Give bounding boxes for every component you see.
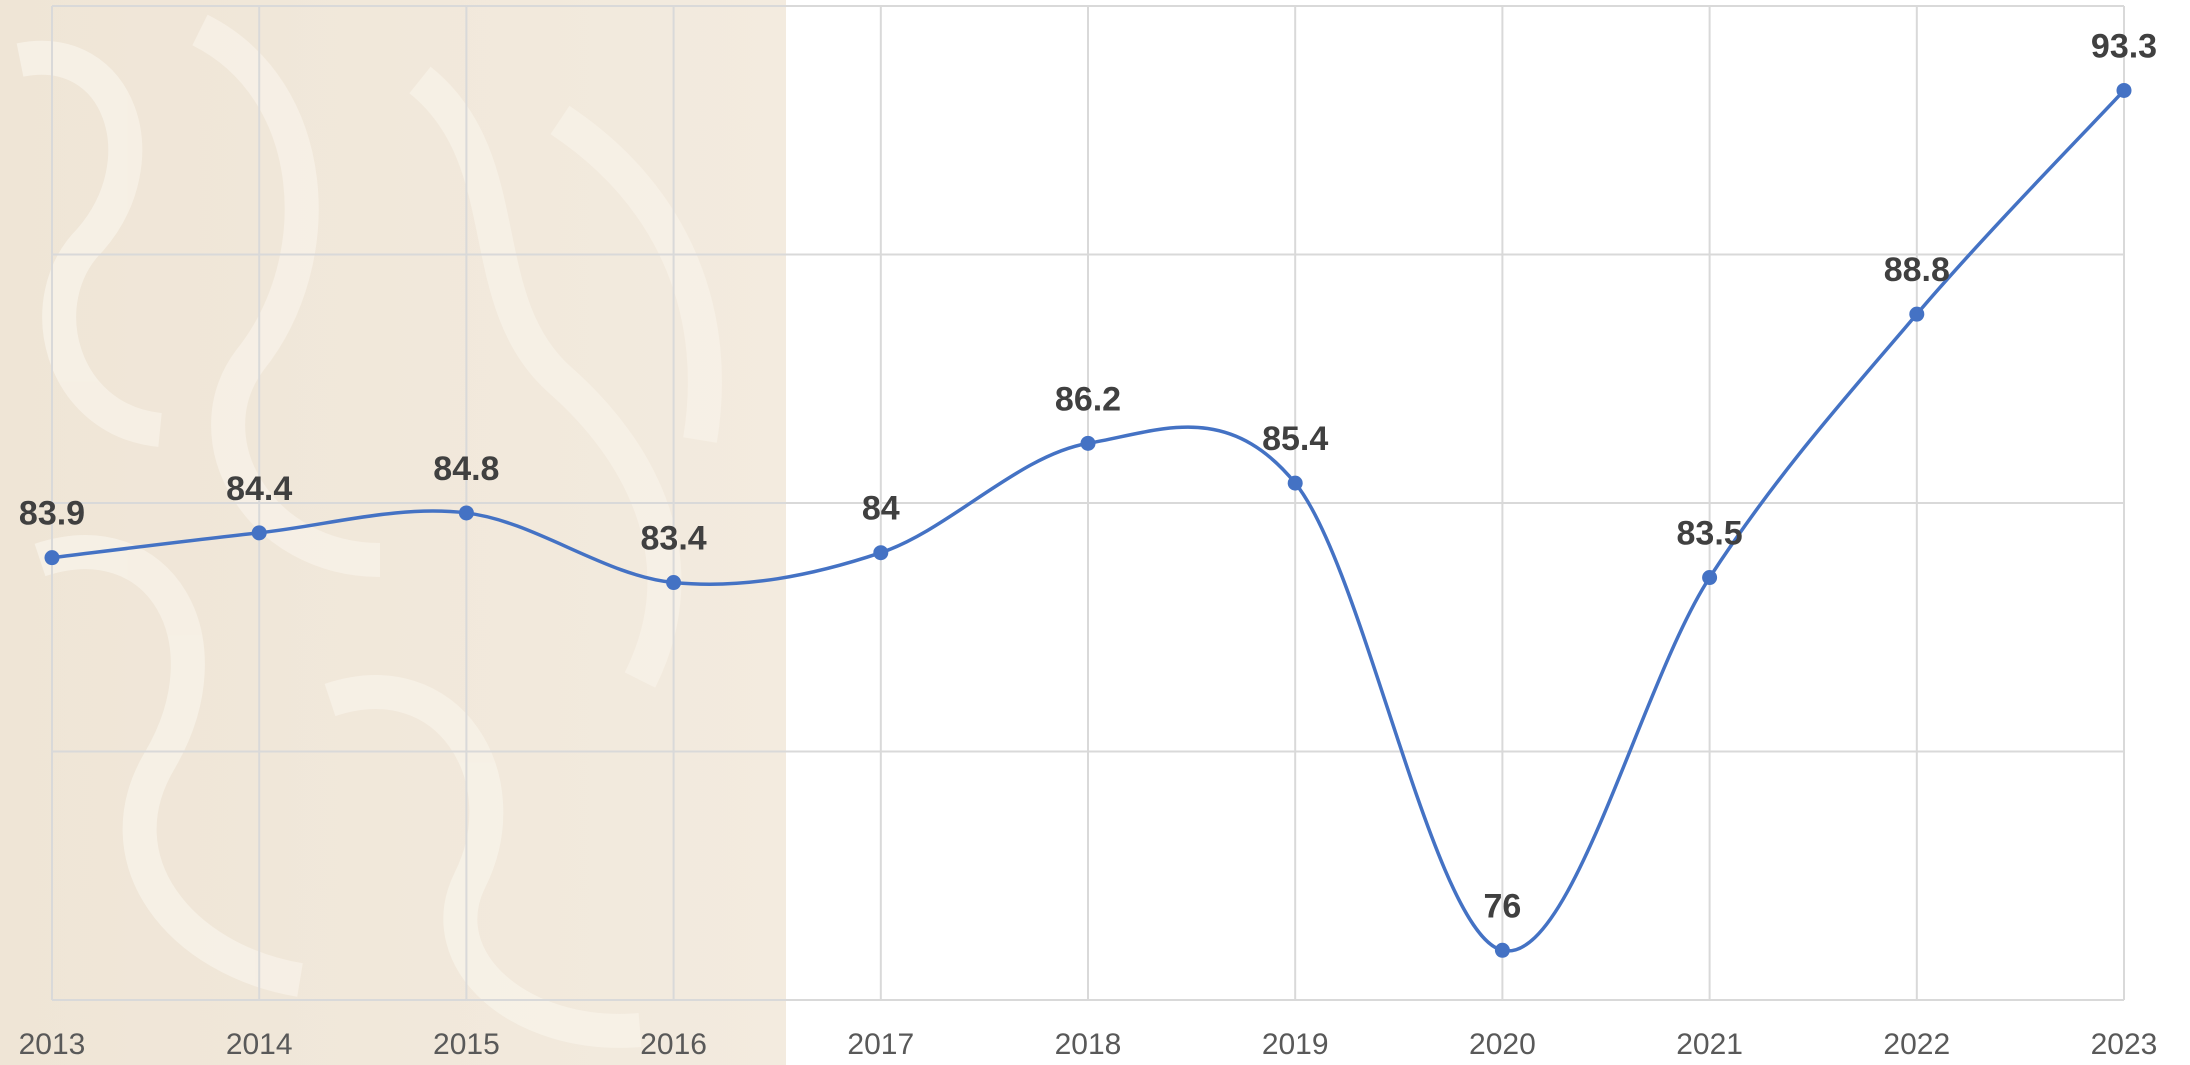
data-point: [1702, 570, 1718, 586]
data-label: 86.2: [1055, 380, 1121, 418]
x-tick-label: 2017: [847, 1028, 914, 1061]
x-tick-label: 2020: [1469, 1028, 1536, 1061]
data-label: 84.4: [226, 470, 292, 508]
x-tick-label: 2013: [19, 1028, 86, 1061]
data-label: 84.8: [433, 450, 499, 488]
data-point: [1909, 306, 1925, 322]
x-tick-label: 2016: [640, 1028, 707, 1061]
data-point: [251, 525, 267, 541]
data-label: 88.8: [1884, 251, 1950, 289]
background-pattern: [16, 14, 722, 1048]
data-label: 83.5: [1677, 515, 1743, 553]
data-point: [1080, 435, 1096, 451]
x-tick-label: 2021: [1676, 1028, 1743, 1061]
data-point: [873, 545, 889, 561]
data-point: [44, 550, 60, 566]
data-label: 83.4: [641, 520, 707, 558]
x-tick-label: 2015: [433, 1028, 500, 1061]
data-label: 76: [1483, 887, 1521, 925]
data-label: 85.4: [1262, 420, 1328, 458]
x-tick-label: 2018: [1055, 1028, 1122, 1061]
data-point: [1287, 475, 1303, 491]
data-label: 83.9: [19, 495, 85, 533]
data-point: [1494, 942, 1510, 958]
data-point: [458, 505, 474, 521]
x-tick-label: 2014: [226, 1028, 293, 1061]
data-point: [2116, 82, 2132, 98]
x-tick-label: 2019: [1262, 1028, 1329, 1061]
data-label: 93.3: [2091, 27, 2157, 65]
data-point: [666, 575, 682, 591]
x-tick-label: 2022: [1883, 1028, 1950, 1061]
data-label: 84: [862, 490, 900, 528]
x-tick-label: 2023: [2091, 1028, 2158, 1061]
